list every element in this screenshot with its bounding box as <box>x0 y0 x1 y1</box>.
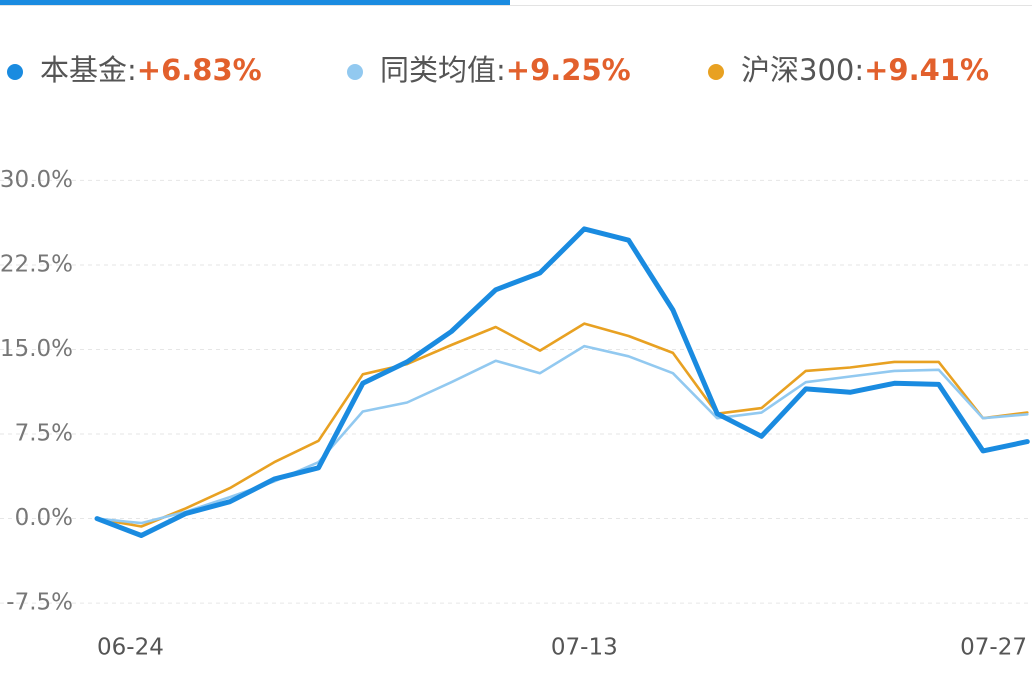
legend-value: +9.25% <box>506 53 631 87</box>
tab-track <box>0 5 1032 6</box>
legend-value: +9.41% <box>864 53 989 87</box>
legend-name: 同类均值: <box>380 53 506 87</box>
legend-dot <box>347 64 363 80</box>
legend-entry: 沪深300:+9.41% <box>741 53 989 87</box>
legend-entry: 本基金:+6.83% <box>40 53 262 87</box>
legend-name: 沪深300: <box>741 53 864 87</box>
y-tick-label: 30.0% <box>0 167 73 193</box>
legend-dot <box>7 64 23 80</box>
x-tick-label: 07-27 <box>960 635 1027 661</box>
legend-dot <box>708 64 724 80</box>
legend-entry: 同类均值:+9.25% <box>380 53 631 87</box>
series-line <box>94 226 1030 538</box>
y-tick-label: 7.5% <box>15 421 73 447</box>
series-line <box>95 322 1029 528</box>
y-tick-label: 15.0% <box>0 336 73 362</box>
legend-name: 本基金: <box>40 53 137 87</box>
y-tick-label: 0.0% <box>15 505 73 531</box>
x-tick-label: 06-24 <box>97 635 164 661</box>
x-tick-label: 07-13 <box>551 635 618 661</box>
legend-value: +6.83% <box>137 53 262 87</box>
tab-indicator <box>0 0 510 5</box>
y-tick-label: -7.5% <box>6 590 73 616</box>
y-tick-label: 22.5% <box>0 251 73 277</box>
